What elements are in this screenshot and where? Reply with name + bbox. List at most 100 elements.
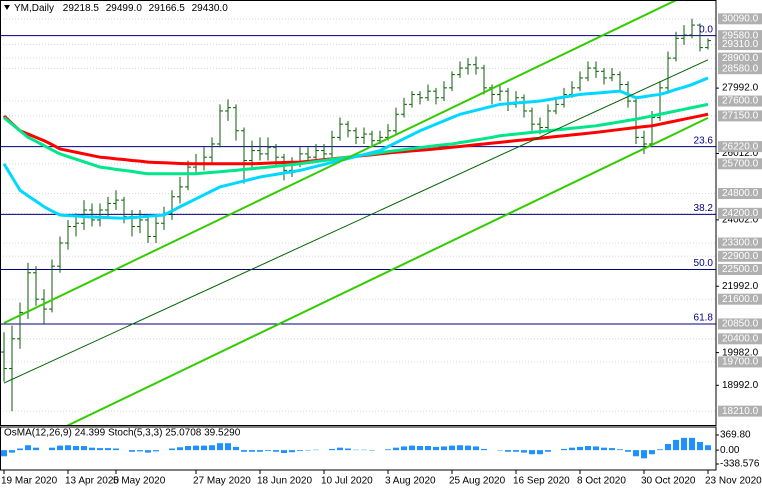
fib-label: 61.8: [694, 313, 714, 324]
chart-header: YM,Daily 29218.5 29499.0 29166.5 29430.0: [14, 3, 228, 14]
osma-bar: [593, 446, 599, 451]
osma-bar: [185, 446, 191, 451]
y-tick-label: 26012.0: [722, 148, 759, 159]
osma-bar: [145, 450, 151, 453]
osma-bar: [585, 446, 591, 451]
osma-bar: [153, 450, 159, 452]
level-label-box: [718, 141, 762, 153]
osma-bar: [233, 446, 239, 451]
osma-bar: [401, 446, 407, 451]
osma-bar: [385, 449, 391, 451]
x-tick-label: 23 Nov 2020: [705, 476, 762, 487]
osma-bar: [425, 446, 431, 451]
osma-bar: [529, 450, 535, 455]
x-tick-label: 18 Jun 2020: [257, 476, 312, 487]
y-tick-label: 27992.0: [722, 83, 759, 94]
osma-bar: [417, 446, 423, 451]
osma-bar: [705, 445, 711, 451]
x-tick-label: 19 Mar 2020: [1, 476, 58, 487]
osma-bar: [609, 448, 615, 451]
osma-bar: [545, 450, 551, 452]
osma-bar: [33, 447, 39, 451]
level-label-box: [718, 95, 762, 107]
osma-bar: [625, 450, 631, 452]
level-label: 27600.0: [722, 96, 759, 107]
osma-bar: [665, 443, 671, 451]
osma-bar: [217, 443, 223, 451]
osma-bar: [225, 443, 231, 451]
level-label-box: [718, 263, 762, 275]
osma-bar: [697, 441, 703, 451]
level-label: 20850.0: [722, 319, 759, 330]
level-label: 19700.0: [722, 357, 759, 368]
fib-label: 38.2: [694, 203, 714, 214]
header-close: 29430.0: [192, 3, 229, 14]
menu-icon[interactable]: [4, 5, 10, 10]
level-label-box: [718, 356, 762, 368]
level-label: 20400.0: [722, 333, 759, 344]
level-label-box: [718, 333, 762, 345]
level-label: 28900.0: [722, 53, 759, 64]
osma-bar: [137, 450, 143, 452]
level-label: 22900.0: [722, 251, 759, 262]
osma-bar: [601, 447, 607, 451]
level-label: 18210.0: [722, 406, 759, 417]
x-tick-label: 3 Aug 2020: [385, 476, 436, 487]
y-tick-label: 21992.0: [722, 281, 759, 292]
osma-bar: [441, 446, 447, 451]
osma-bar: [193, 445, 199, 451]
osma-bar: [657, 449, 663, 451]
level-label: 22500.0: [722, 264, 759, 275]
level-label-box: [718, 110, 762, 122]
osma-bar: [97, 448, 103, 451]
osma-bar: [9, 450, 15, 453]
osma-bar: [81, 446, 87, 451]
x-tick-label: 25 Aug 2020: [449, 476, 506, 487]
osma-bar: [57, 445, 63, 451]
osma-bar: [297, 450, 303, 451]
symbol: YM,Daily: [14, 3, 54, 14]
moving-average: [2, 76, 709, 220]
osma-bar: [289, 450, 295, 453]
level-label: 30090.0: [722, 13, 759, 24]
osc-tick-label: 369.80: [720, 430, 751, 441]
level-label: 29580.0: [722, 30, 759, 41]
fib-label: 50.0: [694, 258, 714, 269]
level-label-box: [718, 293, 762, 305]
level-label: 26220.0: [722, 141, 759, 152]
level-label-box: [718, 188, 762, 200]
level-label-box: [718, 250, 762, 262]
osma-bar: [249, 450, 255, 452]
level-label: 21600.0: [722, 294, 759, 305]
header-high: 29499.0: [106, 3, 143, 14]
osma-bar: [537, 450, 543, 455]
level-label: 25700.0: [722, 158, 759, 169]
osma-bar: [433, 446, 439, 451]
header-open: 29218.5: [63, 3, 100, 14]
osma-bar: [177, 447, 183, 451]
osma-bar: [169, 448, 175, 451]
level-label-box: [718, 318, 762, 330]
osma-bar: [337, 447, 343, 451]
fib-label: 23.6: [694, 135, 714, 146]
osc-tick-label: 0.00: [720, 445, 740, 456]
osma-bar: [113, 448, 119, 451]
osma-bar: [257, 450, 263, 452]
level-label-box: [718, 207, 762, 219]
x-tick-label: 16 Sep 2020: [513, 476, 570, 487]
level-label-box: [718, 158, 762, 170]
osma-bar: [673, 439, 679, 451]
osma-bar: [457, 445, 463, 451]
y-tick-label: 24002.0: [722, 215, 759, 226]
trend-line: [3, 59, 709, 384]
level-label: 24200.0: [722, 208, 759, 219]
osma-bar: [641, 450, 647, 459]
x-tick-label: 5 May 2020: [113, 476, 166, 487]
osma-bar: [617, 449, 623, 451]
osc-tick-label: -338.576: [720, 459, 760, 470]
x-tick-label: 10 Jul 2020: [321, 476, 373, 487]
osma-bar: [569, 447, 575, 451]
